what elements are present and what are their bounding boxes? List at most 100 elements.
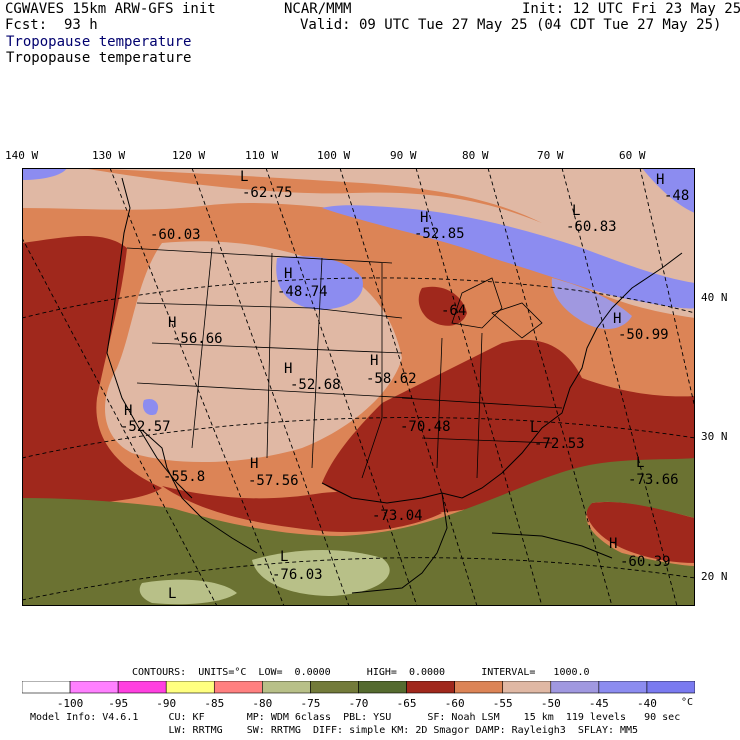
map-label-kind: L bbox=[572, 203, 581, 219]
map-label-value: -76.03 bbox=[272, 567, 323, 583]
meridian-lines bbox=[22, 168, 695, 606]
map-label-value: -70.48 bbox=[400, 419, 451, 435]
legend-tick-label: -55 bbox=[493, 697, 513, 710]
map-label-value: -56.66 bbox=[172, 331, 223, 347]
model-info-line1: Model Info: V4.6.1 CU: KF MP: WDM 6class… bbox=[30, 712, 681, 723]
lon-label-100w: 100 W bbox=[317, 149, 351, 162]
field-title: Tropopause temperature bbox=[6, 34, 192, 50]
green-patch-south bbox=[252, 549, 390, 596]
legend-tick-label: -90 bbox=[156, 697, 176, 710]
map-label-kind: H bbox=[609, 536, 618, 552]
field-subtitle: Tropopause temperature bbox=[6, 50, 192, 66]
lon-label-110w: 110 W bbox=[245, 149, 279, 162]
lat-label-40n: 40 N bbox=[701, 291, 728, 304]
purple-new-england bbox=[551, 278, 632, 330]
purple-speck-west bbox=[142, 398, 159, 416]
lon-label-90w: 90 W bbox=[390, 149, 417, 162]
map-label-value: -58.62 bbox=[366, 371, 417, 387]
legend-tick-label: -70 bbox=[349, 697, 369, 710]
legend-swatch bbox=[406, 681, 455, 694]
lon-label-120w: 120 W bbox=[172, 149, 206, 162]
map-label-value: -64 bbox=[441, 303, 467, 319]
color-legend: -100 -95 -90 -85 -80 -75 -70 -65 -60 -55 -50 -45 -40… bbox=[22, 681, 695, 710]
legend-swatch bbox=[213, 681, 263, 694]
map-label-value: -60.83 bbox=[566, 219, 617, 235]
lon-label-70w: 70 W bbox=[537, 149, 564, 162]
purple-corner-ne bbox=[642, 168, 695, 213]
legend-tick-label: -65 bbox=[397, 697, 417, 710]
red-band-mexico bbox=[162, 486, 442, 533]
map-label-kind: L bbox=[280, 549, 289, 565]
map-label-kind: L bbox=[240, 169, 249, 185]
contours-info: CONTOURS: UNITS=°C LOW= 0.0000 HIGH= 0.0… bbox=[132, 667, 590, 678]
legend-swatch bbox=[117, 681, 167, 694]
map-label-value: -73.66 bbox=[628, 472, 679, 488]
map-label-kind: L bbox=[530, 420, 539, 436]
forecast-hour: 93 h bbox=[64, 17, 98, 33]
map-label-kind: L bbox=[168, 586, 177, 602]
init-time: Init: 12 UTC Fri 23 May 25 bbox=[522, 1, 740, 17]
coastlines bbox=[106, 177, 683, 594]
purple-corner-nw bbox=[22, 168, 67, 180]
map-label-value: -48.74 bbox=[277, 284, 328, 300]
legend-unit-label: °C bbox=[681, 697, 693, 708]
map-label-value: -73.04 bbox=[372, 508, 423, 524]
legend-tick-label: -100 bbox=[57, 697, 84, 710]
legend-swatch bbox=[310, 681, 359, 694]
state-borders bbox=[126, 247, 563, 479]
red-great-lakes bbox=[418, 286, 467, 326]
map-frame bbox=[22, 168, 695, 606]
legend-tick-label: -45 bbox=[589, 697, 609, 710]
map-label-kind: H bbox=[284, 266, 293, 282]
map-label-value: -52.85 bbox=[414, 226, 465, 242]
legend-swatch bbox=[69, 681, 119, 694]
map-label-kind: H bbox=[656, 172, 665, 188]
map-label-kind: H bbox=[284, 361, 293, 377]
map-label-value: -52.57 bbox=[120, 419, 171, 435]
valid-time: Valid: 09 UTC Tue 27 May 25 (04 CDT Tue … bbox=[300, 17, 722, 33]
tan-region-north bbox=[22, 168, 695, 318]
legend-swatch bbox=[646, 681, 695, 694]
map-label-value: -57.56 bbox=[248, 473, 299, 489]
lon-label-130w: 130 W bbox=[92, 149, 126, 162]
map-label-value: -55.8 bbox=[163, 469, 206, 485]
map-label-kind: H bbox=[124, 403, 133, 419]
map-label-kind: H bbox=[613, 311, 622, 327]
map-label-kind: H bbox=[420, 210, 429, 226]
model-title: CGWAVES 15km ARW-GFS init bbox=[5, 1, 216, 17]
legend-swatch bbox=[22, 681, 71, 694]
map-label-kind: H bbox=[370, 353, 379, 369]
map-label-value: -60.03 bbox=[150, 227, 201, 243]
map-label-value: -50.99 bbox=[618, 327, 669, 343]
map-label-value: -52.68 bbox=[290, 377, 341, 393]
map-label-value: -48 bbox=[664, 188, 690, 204]
purple-band-north bbox=[322, 205, 695, 309]
model-info-line2: LW: RRTMG SW: RRTMG DIFF: simple KM: 2D … bbox=[30, 725, 639, 736]
parallel-lines bbox=[22, 277, 695, 601]
forecast-label: Fcst: bbox=[5, 17, 48, 33]
map-label-value: -62.75 bbox=[242, 185, 293, 201]
legend-tick-label: -80 bbox=[252, 697, 272, 710]
legend-tick-label: -40 bbox=[637, 697, 657, 710]
map-label-kind: H bbox=[250, 456, 259, 472]
purple-high-dakotas bbox=[276, 256, 363, 310]
lon-label-140w: 140 W bbox=[5, 149, 39, 162]
map-label-kind: H bbox=[168, 315, 177, 331]
legend-tick-label: -60 bbox=[445, 697, 465, 710]
lon-label-60w: 60 W bbox=[619, 149, 646, 162]
lon-label-80w: 80 W bbox=[462, 149, 489, 162]
legend-swatch bbox=[502, 681, 552, 694]
legend-tick-label: -50 bbox=[541, 697, 561, 710]
lat-label-30n: 30 N bbox=[701, 430, 728, 443]
red-patch-atlantic bbox=[586, 501, 695, 563]
legend-swatch bbox=[550, 681, 600, 694]
legend-tick-label: -85 bbox=[204, 697, 224, 710]
lat-label-20n: 20 N bbox=[701, 570, 728, 583]
map-label-value: -60.39 bbox=[620, 554, 671, 570]
legend-swatch bbox=[262, 681, 311, 694]
legend-tick-label: -75 bbox=[300, 697, 320, 710]
organization-label: NCAR/MMM bbox=[284, 1, 352, 17]
legend-swatch bbox=[358, 681, 407, 694]
olive-region-tropics bbox=[22, 458, 695, 606]
map-label-value: -72.53 bbox=[534, 436, 585, 452]
